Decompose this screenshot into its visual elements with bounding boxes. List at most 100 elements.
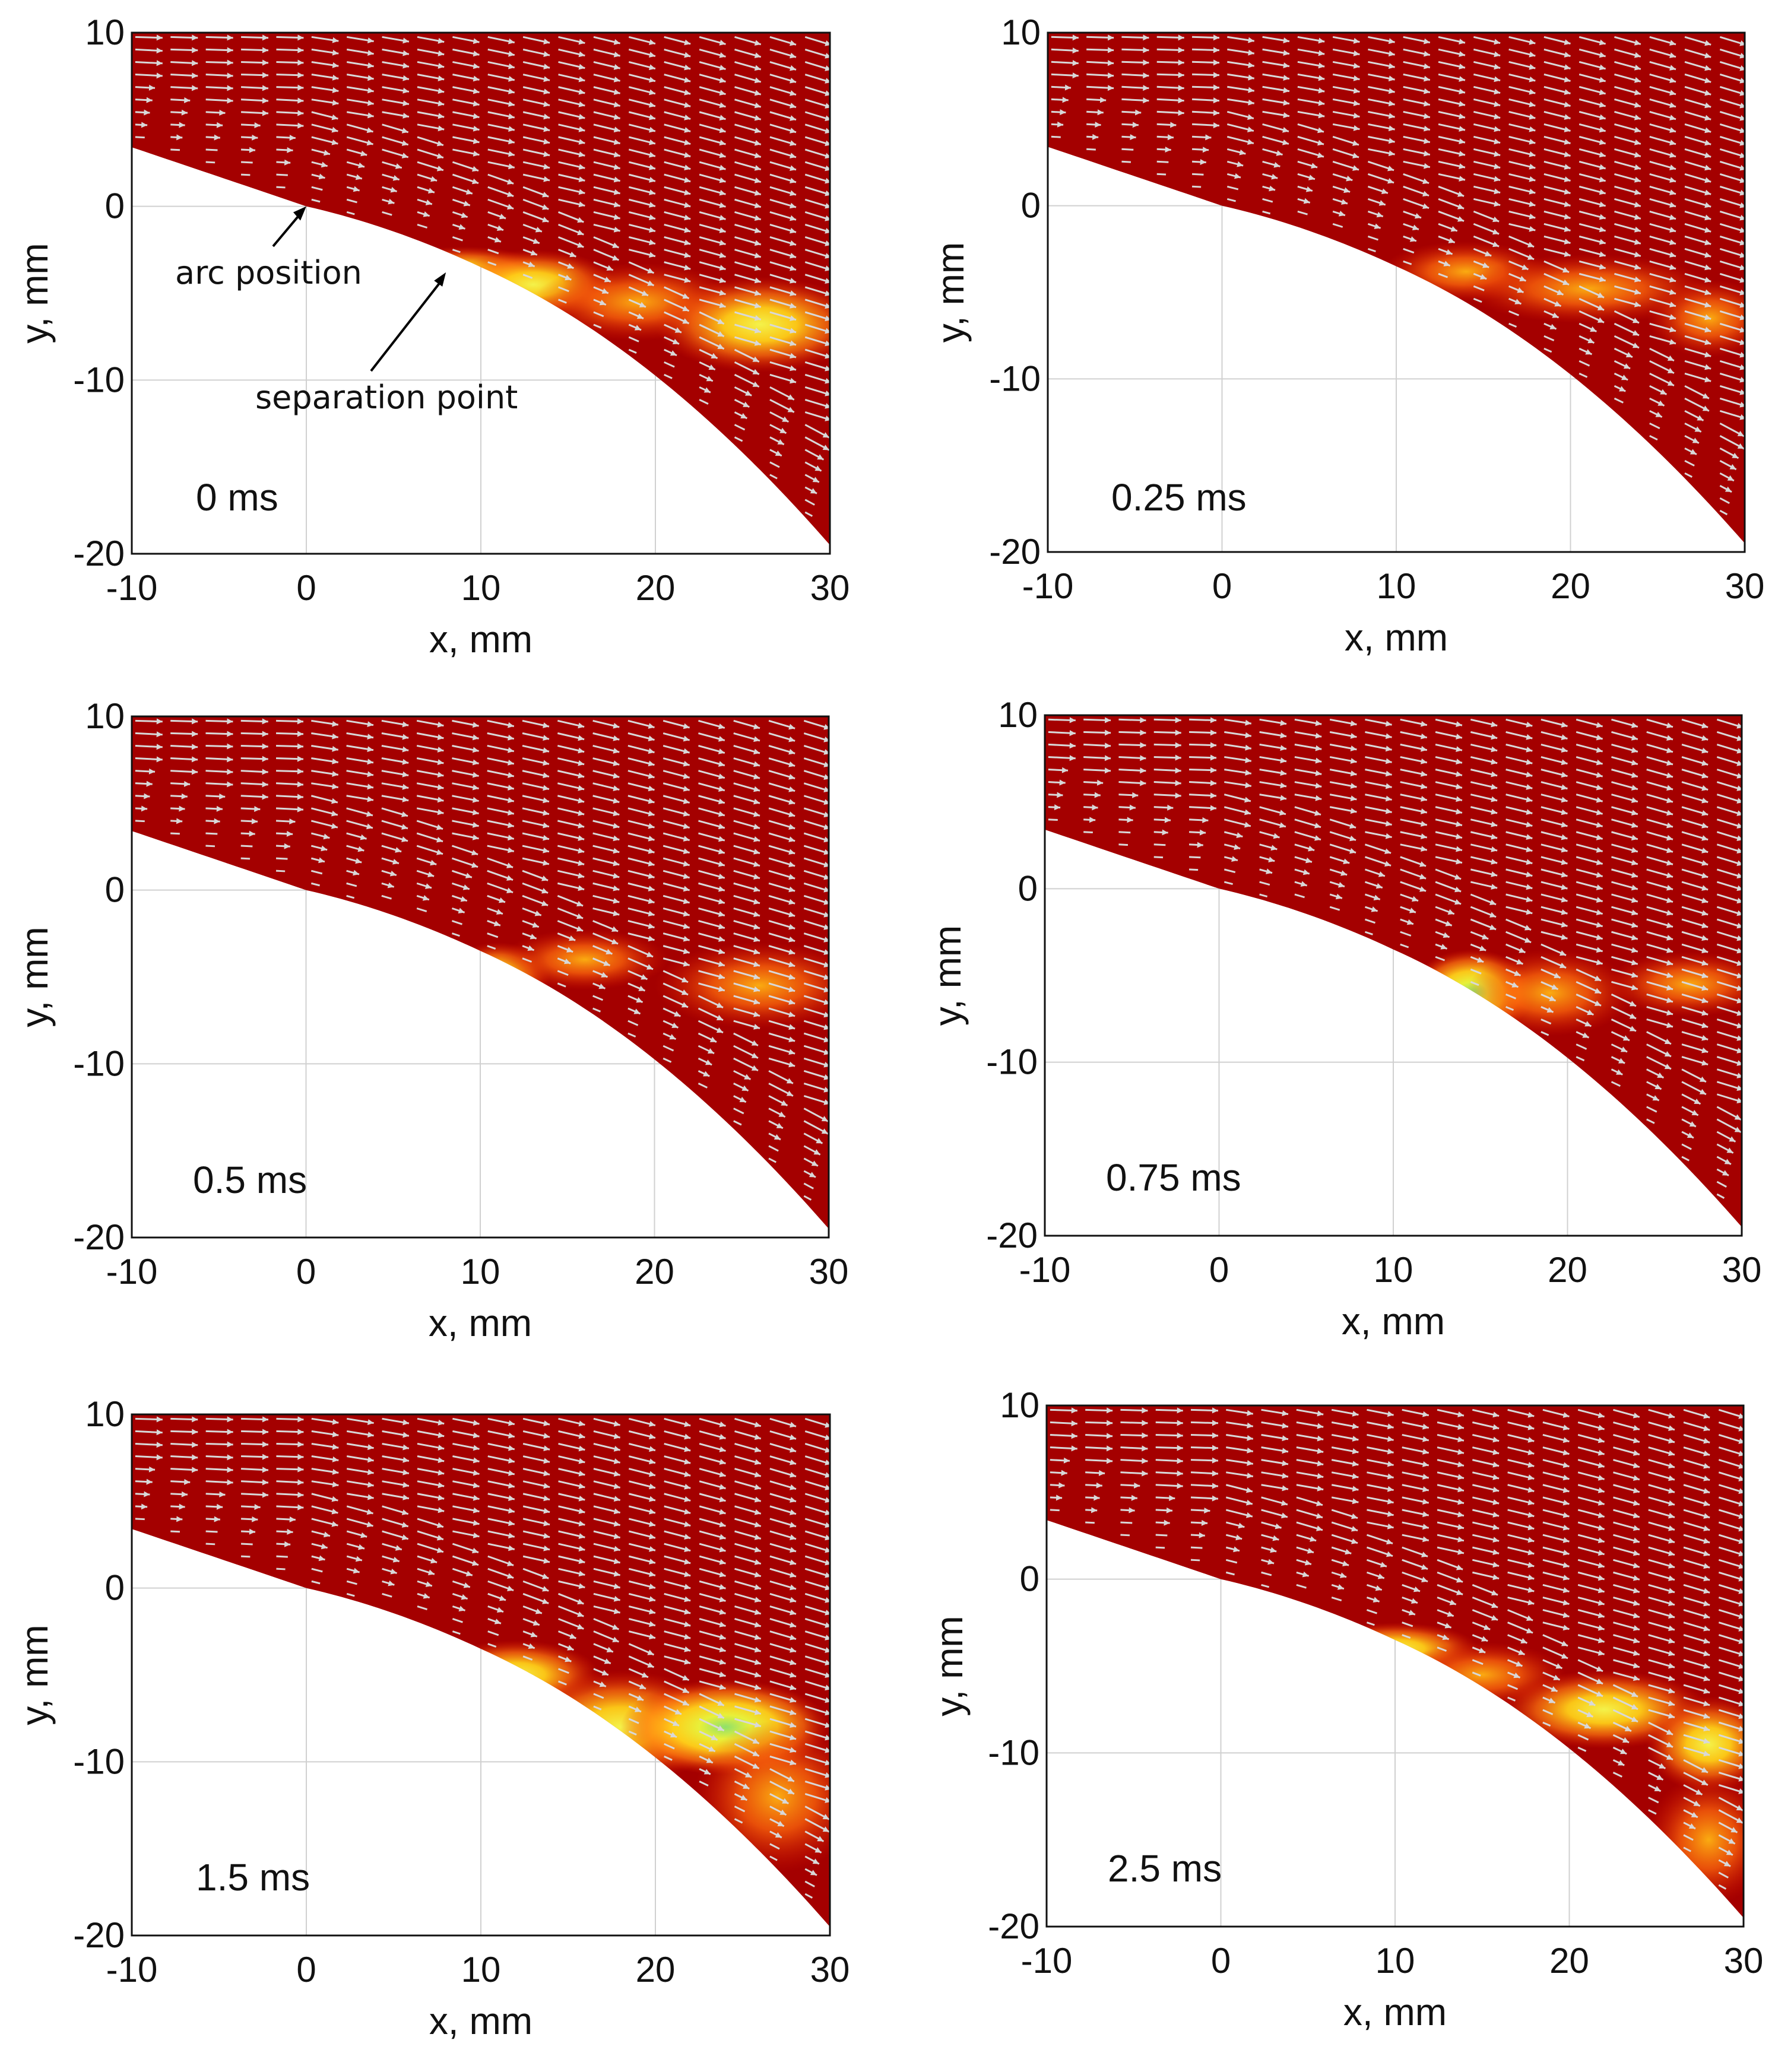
vector-arrowhead bbox=[318, 1555, 325, 1562]
vector-arrowhead bbox=[1526, 834, 1533, 840]
vector-arrowhead bbox=[1517, 287, 1524, 293]
vector-arrowhead bbox=[1584, 1723, 1591, 1729]
vector-arrowhead bbox=[1456, 759, 1462, 765]
vector-arrowhead bbox=[613, 1496, 620, 1502]
vector-arrowhead bbox=[1352, 1473, 1359, 1480]
vector-arrow bbox=[1716, 1181, 1727, 1188]
vector-arrowhead bbox=[355, 858, 362, 864]
vector-arrowhead bbox=[683, 811, 690, 817]
vector-arrowhead bbox=[648, 748, 655, 754]
vector-arrowhead bbox=[395, 163, 402, 169]
vector-arrowhead bbox=[437, 721, 444, 728]
vector-arrowhead bbox=[684, 264, 691, 271]
vector-arrowhead bbox=[719, 90, 726, 96]
vector-arrowhead bbox=[649, 1546, 655, 1552]
vector-arrowhead bbox=[1526, 909, 1533, 915]
vector-arrowhead bbox=[683, 723, 690, 729]
vector-arrowhead bbox=[1527, 1549, 1535, 1556]
vector-arrowhead bbox=[684, 1421, 691, 1427]
vector-arrow bbox=[733, 1108, 744, 1115]
vector-arrow bbox=[276, 173, 288, 176]
vector-arrowhead bbox=[508, 113, 515, 119]
vector-arrowhead bbox=[1599, 52, 1606, 58]
vector-arrowhead bbox=[1349, 835, 1356, 842]
vector-arrowhead bbox=[1106, 1445, 1113, 1452]
vector-arrowhead bbox=[543, 1532, 550, 1539]
vector-arrowhead bbox=[671, 1022, 679, 1028]
vector-arrowhead bbox=[144, 1491, 150, 1497]
vector-arrowhead bbox=[1350, 745, 1357, 751]
vector-arrowhead bbox=[1091, 1507, 1098, 1513]
vector-arrowhead bbox=[1104, 717, 1111, 724]
vector-arrow bbox=[1648, 1797, 1659, 1804]
velocity-vectors bbox=[135, 34, 830, 517]
vector-arrowhead bbox=[1177, 1458, 1183, 1464]
vector-arrowhead bbox=[1526, 797, 1533, 802]
vector-arrowhead bbox=[613, 226, 620, 233]
vector-arrowhead bbox=[649, 1584, 655, 1589]
vector-arrowhead bbox=[578, 735, 585, 741]
vector-arrowhead bbox=[1143, 59, 1149, 66]
vector-arrowhead bbox=[1554, 301, 1561, 307]
vector-arrowhead bbox=[402, 75, 409, 81]
vector-arrowhead bbox=[156, 718, 163, 725]
vector-arrowhead bbox=[1598, 1624, 1605, 1631]
vector-arrowhead bbox=[402, 1444, 409, 1451]
vector-arrow bbox=[1331, 1596, 1342, 1602]
vector-arrowhead bbox=[1632, 342, 1640, 348]
vector-arrowhead bbox=[1387, 1486, 1394, 1492]
vector-arrowhead bbox=[649, 1571, 655, 1577]
vector-arrowhead bbox=[1420, 733, 1427, 740]
vector-arrowhead bbox=[1387, 1511, 1394, 1517]
vector-arrowhead bbox=[1457, 191, 1465, 197]
vector-arrowhead bbox=[508, 75, 515, 82]
vector-arrowhead bbox=[1491, 1615, 1498, 1621]
vector-arrowhead bbox=[1701, 960, 1709, 966]
vector-arrowhead bbox=[1381, 188, 1388, 195]
vector-arrowhead bbox=[262, 718, 268, 725]
x-tick-label: -10 bbox=[106, 1252, 158, 1292]
vector-arrowhead bbox=[192, 47, 198, 53]
vector-arrowhead bbox=[1454, 899, 1462, 905]
vector-arrowhead bbox=[1131, 792, 1139, 798]
vector-arrowhead bbox=[1178, 110, 1184, 116]
vector-arrowhead bbox=[543, 1445, 550, 1452]
vector-arrowhead bbox=[613, 1508, 620, 1515]
vector-arrowhead bbox=[1564, 52, 1571, 58]
vector-arrowhead bbox=[648, 810, 655, 817]
vector-arrowhead bbox=[184, 1478, 191, 1485]
y-axis-label: y, mm bbox=[928, 1616, 971, 1716]
vector-arrowhead bbox=[1561, 747, 1568, 753]
vector-arrowhead bbox=[813, 1149, 820, 1155]
x-tick-label: 10 bbox=[1377, 566, 1416, 606]
vector-arrowhead bbox=[1631, 934, 1638, 941]
vector-arrowhead bbox=[578, 76, 585, 83]
vector-arrowhead bbox=[1703, 1651, 1710, 1657]
vector-arrowhead bbox=[1703, 1525, 1710, 1531]
vector-arrowhead bbox=[331, 823, 338, 829]
vector-arrow bbox=[1684, 459, 1695, 467]
vector-arrowhead bbox=[249, 1528, 256, 1535]
vector-arrowhead bbox=[1096, 1482, 1102, 1489]
vector-arrowhead bbox=[719, 1459, 726, 1465]
vector-arrowhead bbox=[578, 189, 585, 195]
vector-arrowhead bbox=[353, 870, 360, 876]
x-tick-label: 0 bbox=[1211, 1941, 1231, 1981]
vector-arrowhead bbox=[1529, 39, 1536, 45]
time-label: 0.5 ms bbox=[193, 1159, 307, 1201]
vector-arrowhead bbox=[1701, 772, 1709, 779]
vector-arrowhead bbox=[789, 303, 797, 309]
vector-arrowhead bbox=[1701, 1059, 1709, 1066]
vector-arrowhead bbox=[684, 277, 691, 283]
vector-arrowhead bbox=[613, 1608, 620, 1614]
vector-arrow bbox=[1648, 1809, 1657, 1815]
vector-arrowhead bbox=[543, 747, 549, 754]
vector-arrowhead bbox=[146, 97, 153, 103]
vector-arrowhead bbox=[682, 306, 689, 312]
vector-arrowhead bbox=[1704, 202, 1711, 208]
vector-arrowhead bbox=[719, 1421, 726, 1427]
vector-arrowhead bbox=[789, 1609, 797, 1616]
vector-arrowhead bbox=[809, 1172, 816, 1178]
vector-arrowhead bbox=[1559, 950, 1567, 956]
